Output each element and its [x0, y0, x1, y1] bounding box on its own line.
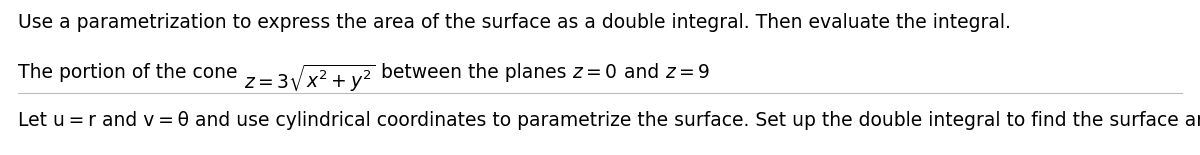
Text: $z = 3\sqrt{x^2 + y^2}$: $z = 3\sqrt{x^2 + y^2}$ — [244, 63, 374, 94]
Text: and: and — [618, 63, 665, 82]
Text: $z = 0$: $z = 0$ — [572, 63, 618, 82]
Text: The portion of the cone: The portion of the cone — [18, 63, 244, 82]
Text: Use a parametrization to express the area of the surface as a double integral. T: Use a parametrization to express the are… — [18, 13, 1010, 32]
Text: $z = 9$: $z = 9$ — [665, 63, 710, 82]
Text: between the planes: between the planes — [374, 63, 572, 82]
Text: Let u = r and v = θ and use cylindrical coordinates to parametrize the surface. : Let u = r and v = θ and use cylindrical … — [18, 111, 1200, 130]
